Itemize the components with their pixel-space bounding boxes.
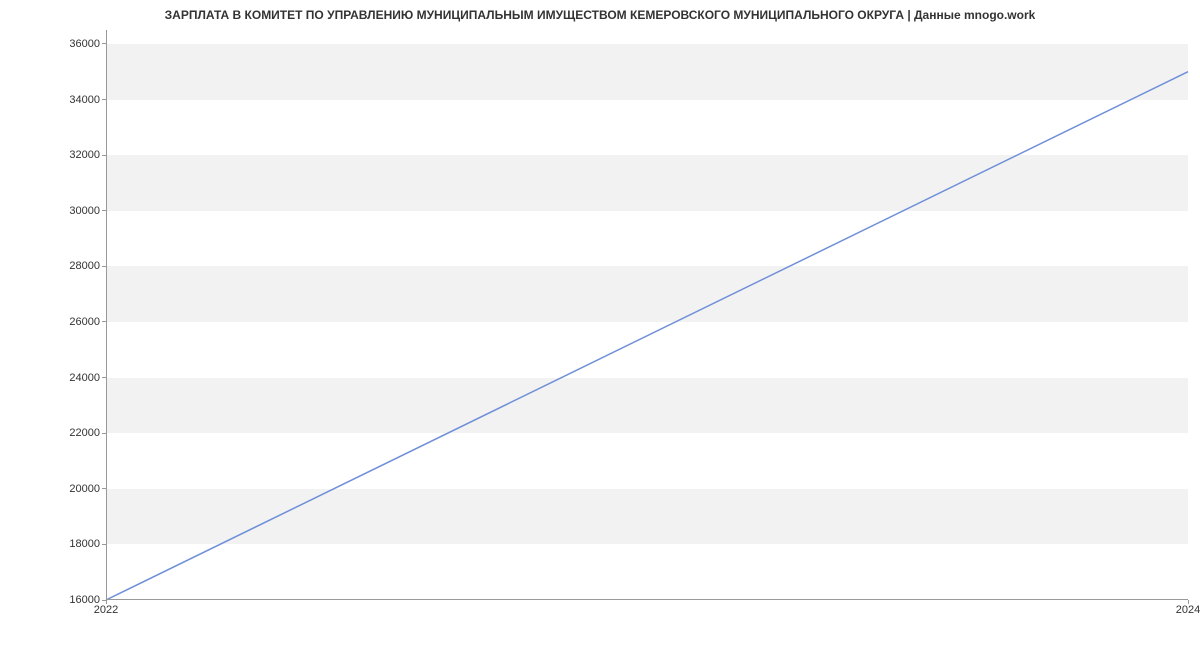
y-tick-label: 34000 [69,94,106,106]
y-axis-line [106,30,107,600]
y-tick-label: 36000 [69,38,106,50]
y-tick-label: 30000 [69,205,106,217]
y-tick-label: 20000 [69,483,106,495]
y-tick-label: 22000 [69,427,106,439]
chart-container: ЗАРПЛАТА В КОМИТЕТ ПО УПРАВЛЕНИЮ МУНИЦИП… [0,0,1200,650]
series-line [106,72,1188,600]
x-tick-label: 2024 [1176,600,1200,616]
y-tick-label: 32000 [69,149,106,161]
x-axis-line [106,599,1188,600]
y-tick-label: 18000 [69,538,106,550]
y-tick-label: 24000 [69,372,106,384]
chart-title: ЗАРПЛАТА В КОМИТЕТ ПО УПРАВЛЕНИЮ МУНИЦИП… [0,8,1200,22]
y-tick-label: 26000 [69,316,106,328]
x-tick-label: 2022 [94,600,118,616]
plot-area: 1600018000200002200024000260002800030000… [106,30,1188,600]
y-tick-label: 28000 [69,260,106,272]
line-layer [106,30,1188,600]
